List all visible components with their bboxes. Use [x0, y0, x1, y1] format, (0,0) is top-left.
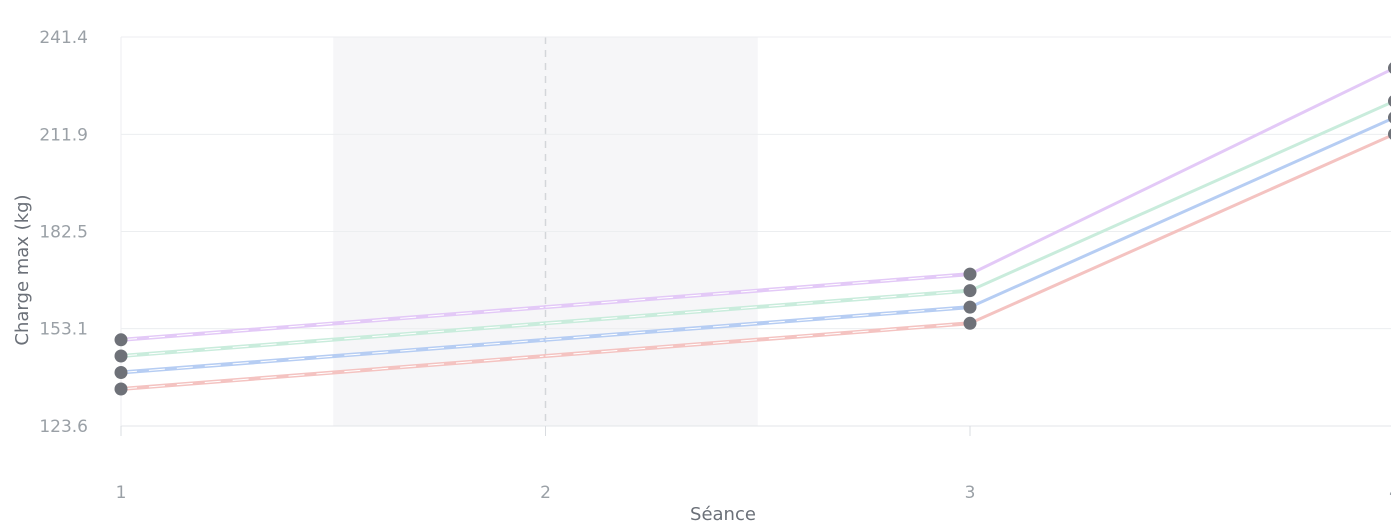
x-tick-label: 3 — [965, 483, 976, 503]
y-axis: 123.6 153.1 182.5 211.9 241.4 — [39, 28, 88, 437]
series-1-segment — [968, 68, 1391, 276]
x-axis-title: Séance — [690, 504, 756, 523]
series-3-dash-overlay — [545, 306, 971, 341]
series-1-dash-overlay — [545, 273, 971, 308]
grid-layer — [120, 36, 1391, 427]
series-2-point[interactable] — [114, 349, 128, 363]
series-4-point[interactable] — [963, 316, 977, 330]
series-4-point[interactable] — [114, 382, 128, 396]
series-layer — [119, 68, 1391, 392]
y-tick-label: 211.9 — [39, 125, 88, 145]
y-tick-label: 241.4 — [39, 28, 88, 48]
series-3-point[interactable] — [114, 366, 128, 380]
series-1-point[interactable] — [963, 267, 977, 281]
series-4-segment — [968, 134, 1391, 325]
series-2-segment — [968, 100, 1391, 293]
x-tick-label: 2 — [540, 483, 551, 503]
series-4-dash-overlay — [120, 355, 546, 390]
y-tick-label: 123.6 — [39, 417, 88, 437]
series-2-dash-overlay — [545, 290, 971, 324]
series-4-dash-overlay — [545, 322, 971, 357]
points-layer — [114, 62, 1391, 396]
series-3-point[interactable] — [963, 300, 977, 314]
series-1-point[interactable] — [1388, 62, 1391, 75]
series-4-point[interactable] — [1388, 128, 1391, 141]
series-2-point[interactable] — [963, 284, 977, 298]
series-3-dash-overlay — [120, 339, 546, 374]
x-axis: 1 2 3 4 — [116, 426, 1391, 503]
x-tick-label: 1 — [116, 483, 127, 503]
series-1-dash-overlay — [120, 306, 546, 341]
y-tick-label: 153.1 — [39, 320, 88, 340]
y-tick-label: 182.5 — [39, 223, 88, 243]
series-1-point[interactable] — [114, 333, 128, 347]
x-tick-label: 4 — [1389, 483, 1391, 503]
series-2-dash-overlay — [120, 322, 546, 357]
series-3-segment — [968, 117, 1391, 309]
y-axis-title: Charge max (kg) — [12, 194, 33, 345]
series-2-point[interactable] — [1388, 95, 1391, 108]
series-3-point[interactable] — [1388, 111, 1391, 124]
